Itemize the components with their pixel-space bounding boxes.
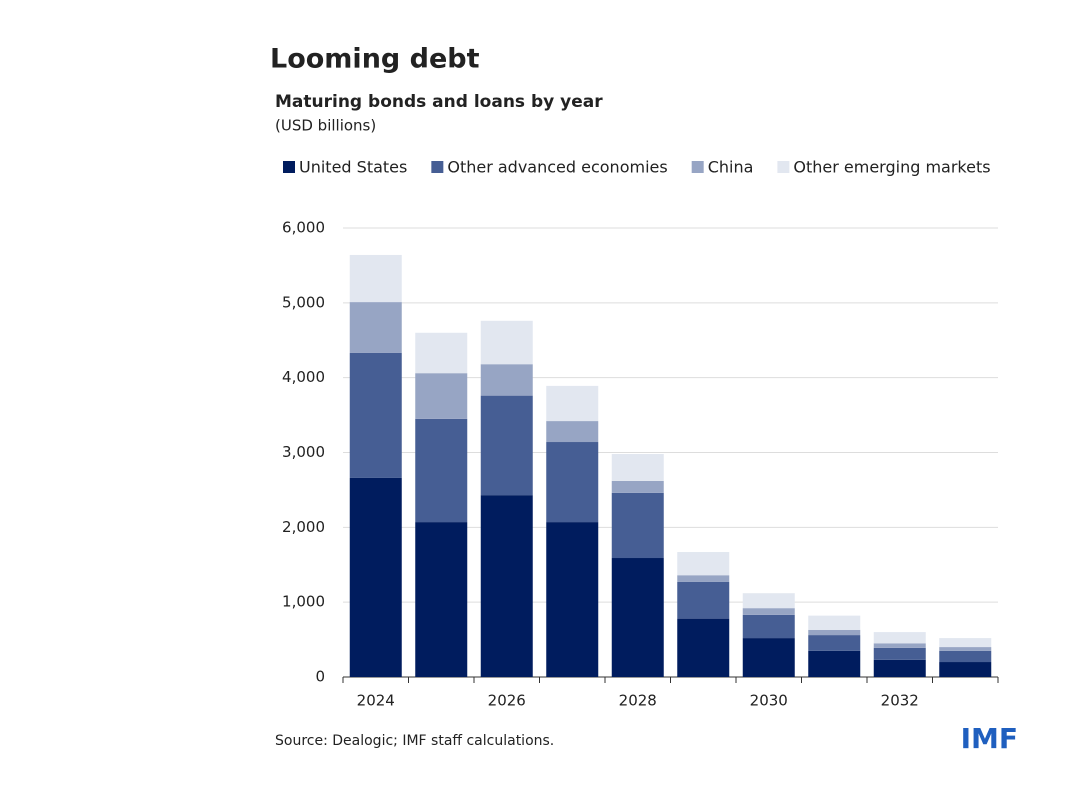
bar-segment xyxy=(349,254,402,303)
legend-swatch xyxy=(283,161,295,173)
bar-segment xyxy=(546,522,599,677)
bar-segment xyxy=(480,364,533,396)
x-tick-label: 2030 xyxy=(750,692,788,710)
bar-segment xyxy=(677,552,730,576)
bar-segment xyxy=(349,477,402,677)
bar-segment xyxy=(742,608,795,615)
bar-segment xyxy=(939,647,992,651)
y-tick-label: 0 xyxy=(315,668,325,686)
bar-segment xyxy=(677,581,730,619)
bar-segment xyxy=(546,385,599,422)
chart-title: Looming debt xyxy=(270,44,480,75)
x-tick-label: 2024 xyxy=(357,692,395,710)
bar-segment xyxy=(415,418,468,523)
logo: IMF xyxy=(961,722,1018,755)
bar-segment xyxy=(873,659,926,677)
bar-segment xyxy=(873,632,926,644)
bar-segment xyxy=(677,618,730,677)
bar-segment xyxy=(808,635,861,651)
bar-segment xyxy=(480,395,533,496)
legend-swatch xyxy=(691,161,704,173)
bar-segment xyxy=(742,614,795,639)
bar-segment xyxy=(349,302,402,353)
y-tick-label: 2,000 xyxy=(282,518,325,536)
bar-segment xyxy=(415,522,468,677)
bar-segment xyxy=(742,638,795,677)
y-tick-label: 5,000 xyxy=(282,293,325,311)
bar-segment xyxy=(808,629,861,636)
bar-segment xyxy=(873,643,926,648)
legend-swatch xyxy=(431,161,444,173)
bar-segment xyxy=(611,480,664,493)
bar-segment xyxy=(546,421,599,443)
legend-label: Other advanced economies xyxy=(447,158,667,177)
bar-segment xyxy=(611,453,664,481)
bar-segment xyxy=(349,352,402,478)
bar-segment xyxy=(546,442,599,523)
x-tick-label: 2032 xyxy=(881,692,919,710)
y-tick-label: 1,000 xyxy=(282,593,325,611)
y-tick-label: 3,000 xyxy=(282,443,325,461)
x-tick-label: 2028 xyxy=(619,692,657,710)
bar-segment xyxy=(873,647,926,660)
bar-segment xyxy=(939,650,992,663)
y-tick-label: 6,000 xyxy=(282,219,325,237)
y-tick-label: 4,000 xyxy=(282,368,325,386)
source: Source: Dealogic; IMF staff calculations… xyxy=(275,733,554,749)
bar-segment xyxy=(415,332,468,374)
bar-segment xyxy=(939,662,992,677)
legend-swatch xyxy=(777,161,790,173)
legend-label: United States xyxy=(299,158,407,177)
bar-segment xyxy=(677,575,730,582)
legend-label: Other emerging markets xyxy=(793,158,990,177)
bar-segment xyxy=(808,615,861,630)
bar-segment xyxy=(808,650,861,677)
bar-segment xyxy=(939,638,992,648)
unit-label: (USD billions) xyxy=(275,117,376,135)
bar-segment xyxy=(415,373,468,419)
bar-segment xyxy=(480,495,533,677)
chart-subtitle: Maturing bonds and loans by year xyxy=(275,92,603,112)
x-tick-label: 2026 xyxy=(488,692,526,710)
legend-label: China xyxy=(708,158,754,177)
bar-segment xyxy=(611,558,664,677)
bar-segment xyxy=(611,492,664,559)
bar-segment xyxy=(742,593,795,609)
bar-segment xyxy=(480,320,533,365)
